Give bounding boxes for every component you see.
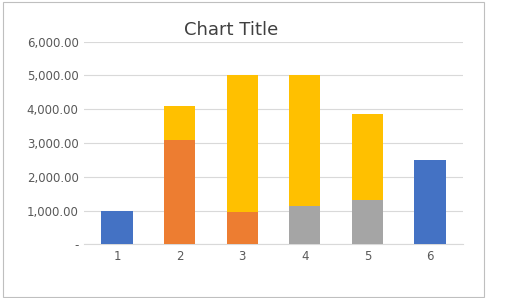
- Bar: [227, 75, 258, 212]
- Bar: [414, 160, 446, 244]
- Bar: [164, 140, 195, 244]
- Bar: [227, 212, 258, 244]
- Text: Chart Title: Chart Title: [184, 21, 279, 39]
- Legend: Total, Increase, Decrease, Empty: Total, Increase, Decrease, Empty: [138, 295, 409, 298]
- Bar: [289, 75, 320, 206]
- Bar: [102, 211, 133, 244]
- Bar: [352, 201, 383, 244]
- Bar: [164, 106, 195, 140]
- Bar: [352, 114, 383, 201]
- Bar: [289, 206, 320, 244]
